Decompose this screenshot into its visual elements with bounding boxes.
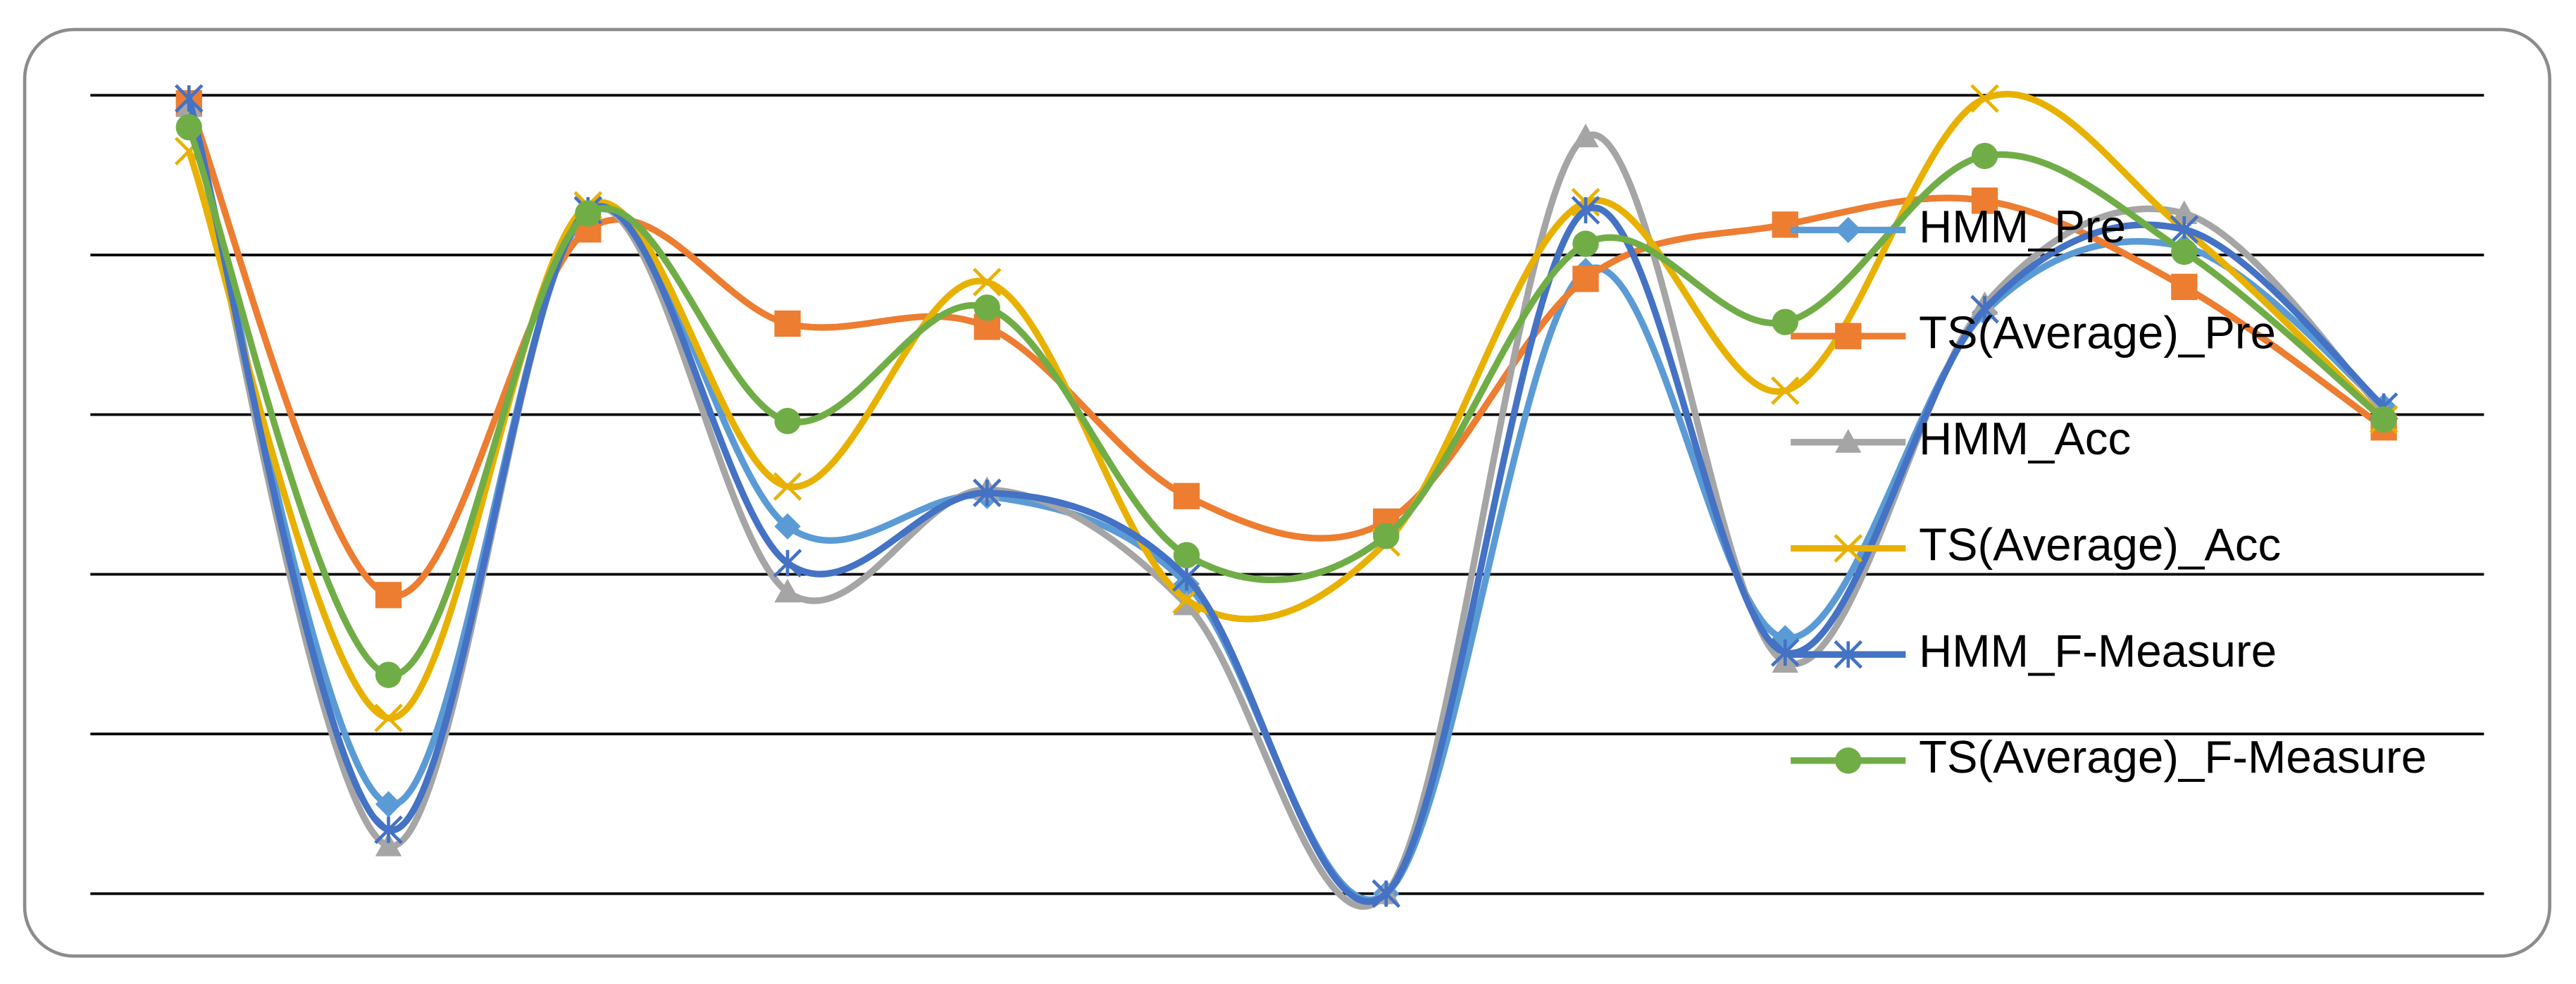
data-point: [1772, 211, 1798, 238]
data-point: [1572, 266, 1599, 292]
legend-label: TS(Average)_F-Measure: [1919, 731, 2427, 783]
data-point: [1771, 638, 1800, 667]
data-point: [1172, 563, 1201, 592]
data-point: [774, 310, 801, 337]
legend-label: HMM_F-Measure: [1919, 625, 2277, 676]
legend-marker: [1834, 534, 1863, 563]
data-point: [774, 578, 801, 603]
data-point: [1371, 879, 1401, 909]
data-point: [774, 408, 801, 435]
legend-marker: [1835, 216, 1862, 244]
data-point: [1970, 294, 1999, 324]
chart-frame: [23, 27, 2551, 958]
data-point: [773, 549, 802, 578]
data-point: [575, 200, 602, 227]
data-point: [374, 815, 403, 845]
legend-label: HMM_Acc: [1919, 413, 2131, 464]
data-point: [773, 472, 802, 501]
data-point: [2171, 238, 2198, 266]
data-point: [2171, 200, 2198, 224]
legend-marker: [1834, 640, 1863, 669]
data-point: [972, 478, 1002, 508]
data-point: [375, 833, 402, 857]
data-point: [1173, 482, 1200, 509]
legend-marker: [1835, 323, 1862, 349]
data-point: [1571, 196, 1600, 225]
data-point: [774, 513, 801, 540]
data-point: [1971, 142, 1998, 170]
legend-marker: [1835, 429, 1862, 453]
data-point: [2170, 215, 2199, 244]
data-point: [1970, 84, 1999, 113]
data-point: [375, 661, 402, 688]
data-point: [2171, 273, 2198, 300]
data-point: [374, 704, 403, 733]
legend-label: TS(Average)_Pre: [1919, 306, 2276, 358]
data-point: [174, 84, 204, 113]
data-point: [1373, 523, 1400, 549]
legend-marker: [1835, 747, 1862, 774]
data-point: [175, 113, 202, 141]
data-point: [375, 582, 402, 609]
data-point: [1572, 230, 1599, 257]
data-point: [2370, 406, 2397, 433]
data-point: [973, 294, 1000, 321]
data-point: [1772, 309, 1798, 335]
legend-label: TS(Average)_Acc: [1919, 519, 2281, 571]
series-line: [185, 97, 2387, 905]
data-point: [1173, 542, 1200, 568]
data-point: [972, 268, 1002, 297]
data-point: [1771, 376, 1800, 405]
data-point: [1971, 187, 1998, 214]
data-point: [1572, 123, 1599, 148]
legend-label: HMM_Pre: [1919, 201, 2126, 252]
